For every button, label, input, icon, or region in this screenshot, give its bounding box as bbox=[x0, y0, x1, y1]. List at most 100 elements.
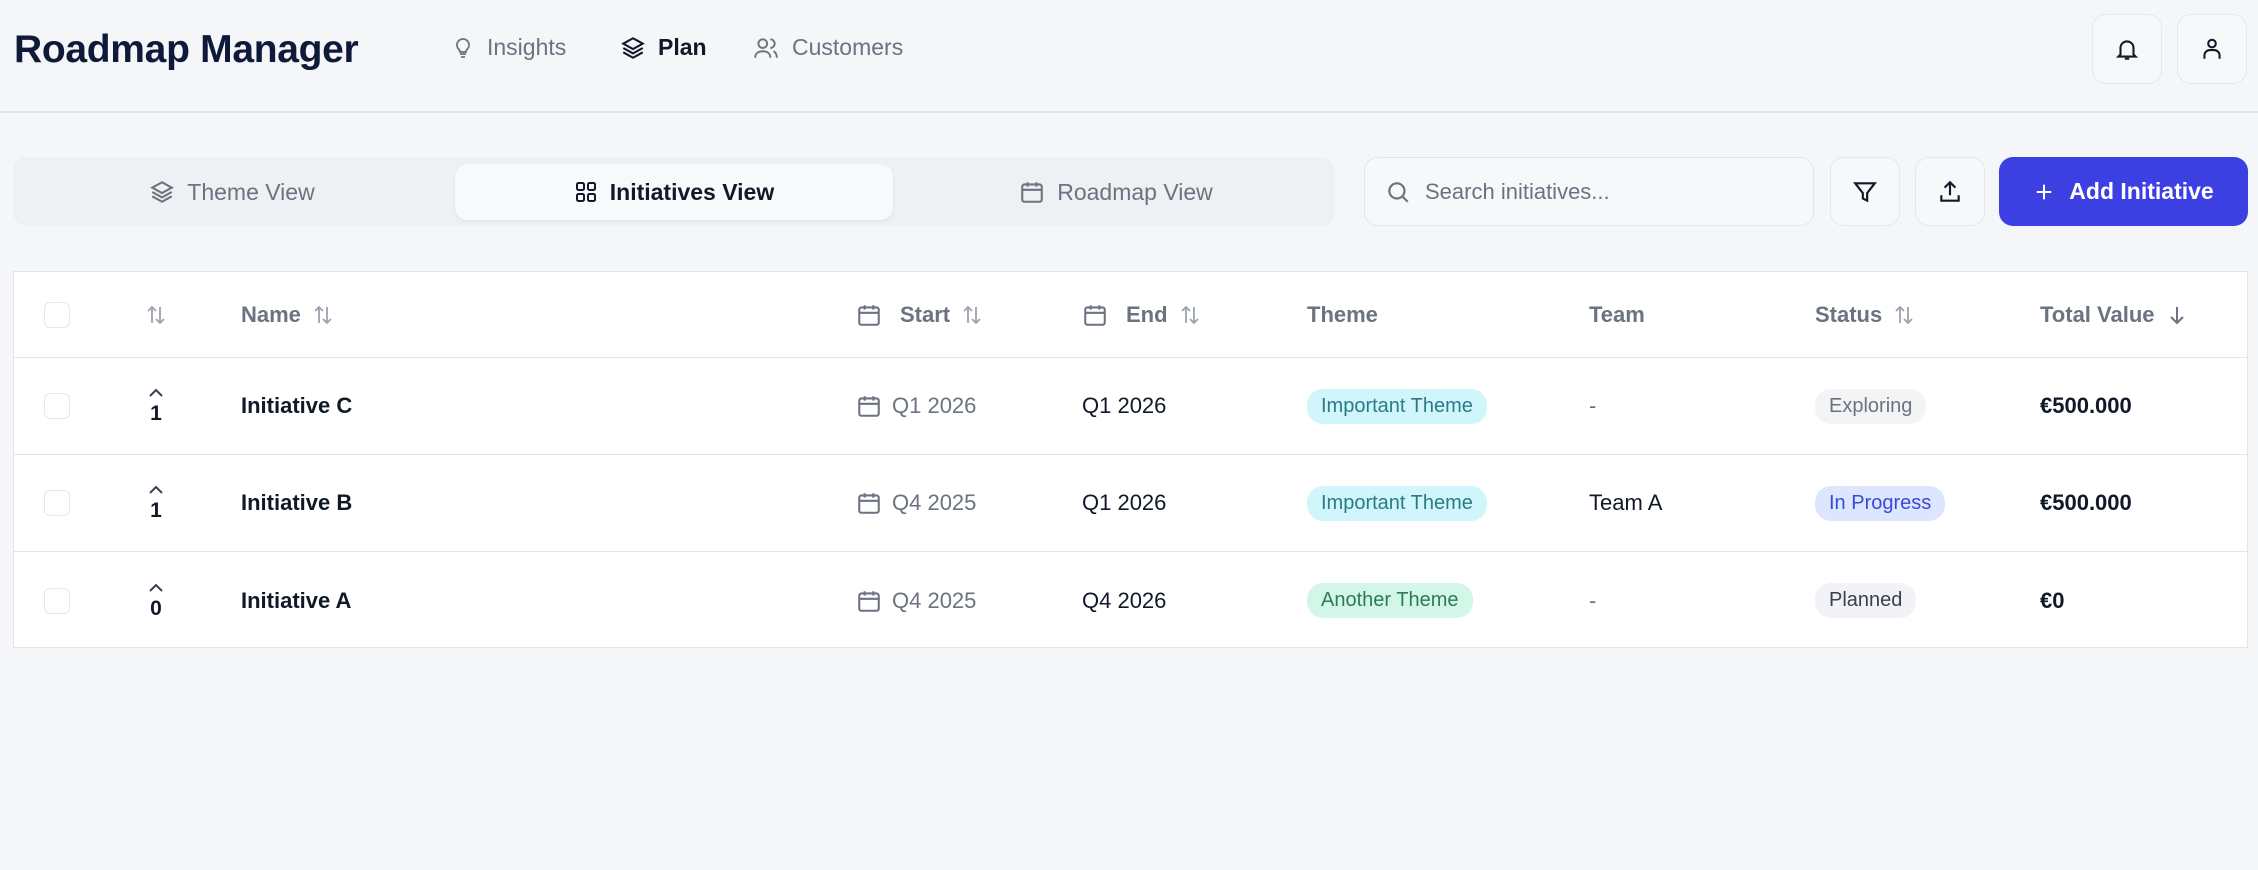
sort-icon bbox=[963, 305, 981, 324]
sort-votes-button[interactable] bbox=[144, 272, 168, 357]
sort-icon bbox=[1180, 305, 1199, 324]
table-row[interactable]: 1 Initiative B Q4 2025 Q1 2026 Important… bbox=[14, 455, 2247, 552]
view-switcher: Theme View Initiatives View Roadmap View bbox=[13, 157, 1335, 226]
vote-count: 1 bbox=[150, 499, 162, 522]
header-label: Total Value bbox=[2040, 301, 2155, 327]
calendar-icon bbox=[858, 304, 880, 326]
notifications-button[interactable] bbox=[2092, 14, 2162, 84]
status-badge[interactable]: In Progress bbox=[1815, 485, 1946, 521]
initiative-name[interactable]: Initiative A bbox=[241, 587, 352, 613]
start-date-text: Q4 2025 bbox=[892, 490, 977, 515]
calendar-icon bbox=[858, 493, 880, 514]
initiative-name[interactable]: Initiative B bbox=[241, 490, 353, 515]
header-label: Status bbox=[1815, 301, 1883, 327]
upvote-chevron-icon[interactable] bbox=[146, 581, 166, 595]
header-start[interactable]: Start bbox=[856, 272, 984, 357]
tab-label: Roadmap View bbox=[1057, 178, 1213, 205]
nav-insights[interactable]: Insights bbox=[451, 34, 566, 61]
row-checkbox[interactable] bbox=[44, 587, 70, 614]
header-label: End bbox=[1126, 301, 1168, 327]
vote-control: 1 bbox=[141, 358, 171, 454]
total-value: €0 bbox=[2040, 587, 2065, 613]
tab-label: Theme View bbox=[187, 178, 315, 205]
header-label: Start bbox=[900, 301, 951, 327]
tab-label: Initiatives View bbox=[609, 178, 775, 205]
calendar-icon bbox=[858, 396, 880, 417]
start-date[interactable]: Q1 2026 bbox=[856, 358, 976, 454]
header-end[interactable]: End bbox=[1082, 272, 1202, 357]
row-checkbox[interactable] bbox=[44, 393, 70, 419]
end-date[interactable]: Q1 2026 bbox=[1082, 490, 1167, 515]
table-row[interactable]: 0 Initiative A Q4 2025 Q4 2026 Another T… bbox=[14, 552, 2247, 649]
header-label: Team bbox=[1589, 301, 1645, 327]
status-badge[interactable]: Planned bbox=[1815, 583, 1917, 618]
start-date[interactable]: Q4 2025 bbox=[856, 455, 976, 551]
top-header: Roadmap Manager Insights Plan Customers bbox=[0, 0, 2258, 113]
calendar-icon bbox=[858, 590, 880, 612]
sort-icon bbox=[314, 305, 332, 324]
app-title: Roadmap Manager bbox=[14, 28, 359, 71]
tab-initiatives-view[interactable]: Initiatives View bbox=[455, 164, 893, 220]
search-input[interactable] bbox=[1425, 178, 1805, 205]
table-row[interactable]: 1 Initiative C Q1 2026 Q1 2026 Important… bbox=[14, 358, 2247, 455]
nav-plan[interactable]: Plan bbox=[620, 34, 707, 61]
start-date-text: Q4 2025 bbox=[892, 587, 977, 613]
grid-icon bbox=[575, 182, 596, 202]
nav-label: Insights bbox=[487, 34, 567, 60]
users-icon bbox=[754, 37, 778, 58]
calendar-icon bbox=[1084, 304, 1106, 326]
tab-roadmap-view[interactable]: Roadmap View bbox=[897, 164, 1335, 220]
bell-icon bbox=[2115, 40, 2139, 60]
nav-label: Customers bbox=[792, 34, 904, 60]
total-value: €500.000 bbox=[2040, 393, 2132, 418]
status-badge[interactable]: Exploring bbox=[1815, 388, 1927, 424]
start-date[interactable]: Q4 2025 bbox=[856, 552, 976, 649]
theme-badge[interactable]: Important Theme bbox=[1307, 485, 1487, 521]
vote-count: 0 bbox=[150, 596, 162, 620]
profile-button[interactable] bbox=[2177, 14, 2247, 84]
header-label: Theme bbox=[1307, 301, 1378, 327]
end-date[interactable]: Q1 2026 bbox=[1082, 393, 1167, 418]
nav-label: Plan bbox=[658, 34, 707, 60]
select-all-checkbox[interactable] bbox=[44, 301, 70, 328]
header-name[interactable]: Name bbox=[241, 272, 335, 357]
filter-button[interactable] bbox=[1830, 157, 1900, 226]
table-header-row: Name Start End Theme Team Status Total V… bbox=[14, 272, 2247, 358]
add-initiative-button[interactable]: Add Initiative bbox=[1999, 157, 2248, 226]
header-label: Name bbox=[241, 301, 301, 327]
header-theme: Theme bbox=[1307, 272, 1378, 357]
initiatives-table: Name Start End Theme Team Status Total V… bbox=[13, 271, 2248, 648]
initiative-name[interactable]: Initiative C bbox=[241, 393, 353, 418]
sort-icon bbox=[1895, 305, 1913, 324]
row-checkbox[interactable] bbox=[44, 490, 70, 516]
theme-badge[interactable]: Another Theme bbox=[1307, 583, 1473, 618]
header-status[interactable]: Status bbox=[1815, 272, 1916, 357]
vote-control: 0 bbox=[141, 552, 171, 649]
tab-theme-view[interactable]: Theme View bbox=[13, 164, 451, 220]
nav-customers[interactable]: Customers bbox=[752, 34, 903, 61]
vote-count: 1 bbox=[150, 402, 162, 425]
search-box[interactable] bbox=[1364, 157, 1814, 226]
add-initiative-label: Add Initiative bbox=[2069, 178, 2214, 204]
team: - bbox=[1589, 587, 1597, 613]
upload-icon bbox=[1940, 180, 1960, 202]
search-icon bbox=[1388, 181, 1409, 203]
upvote-chevron-icon[interactable] bbox=[146, 386, 166, 400]
calendar-icon bbox=[1021, 182, 1043, 203]
total-value: €500.000 bbox=[2040, 490, 2132, 515]
user-icon bbox=[2203, 38, 2221, 59]
lightbulb-icon bbox=[456, 37, 470, 58]
header-total-value[interactable]: Total Value bbox=[2040, 272, 2189, 357]
team: Team A bbox=[1589, 490, 1663, 515]
layers-icon bbox=[150, 181, 175, 203]
start-date-text: Q1 2026 bbox=[892, 393, 977, 418]
filter-icon bbox=[1853, 181, 1877, 202]
theme-badge[interactable]: Important Theme bbox=[1307, 388, 1487, 424]
export-button[interactable] bbox=[1915, 157, 1985, 226]
end-date[interactable]: Q4 2026 bbox=[1082, 587, 1167, 613]
header-team: Team bbox=[1589, 272, 1645, 357]
upvote-chevron-icon[interactable] bbox=[146, 483, 166, 497]
arrow-down-icon bbox=[2169, 306, 2184, 324]
plus-icon bbox=[2036, 184, 2052, 199]
layers-icon bbox=[621, 36, 645, 59]
